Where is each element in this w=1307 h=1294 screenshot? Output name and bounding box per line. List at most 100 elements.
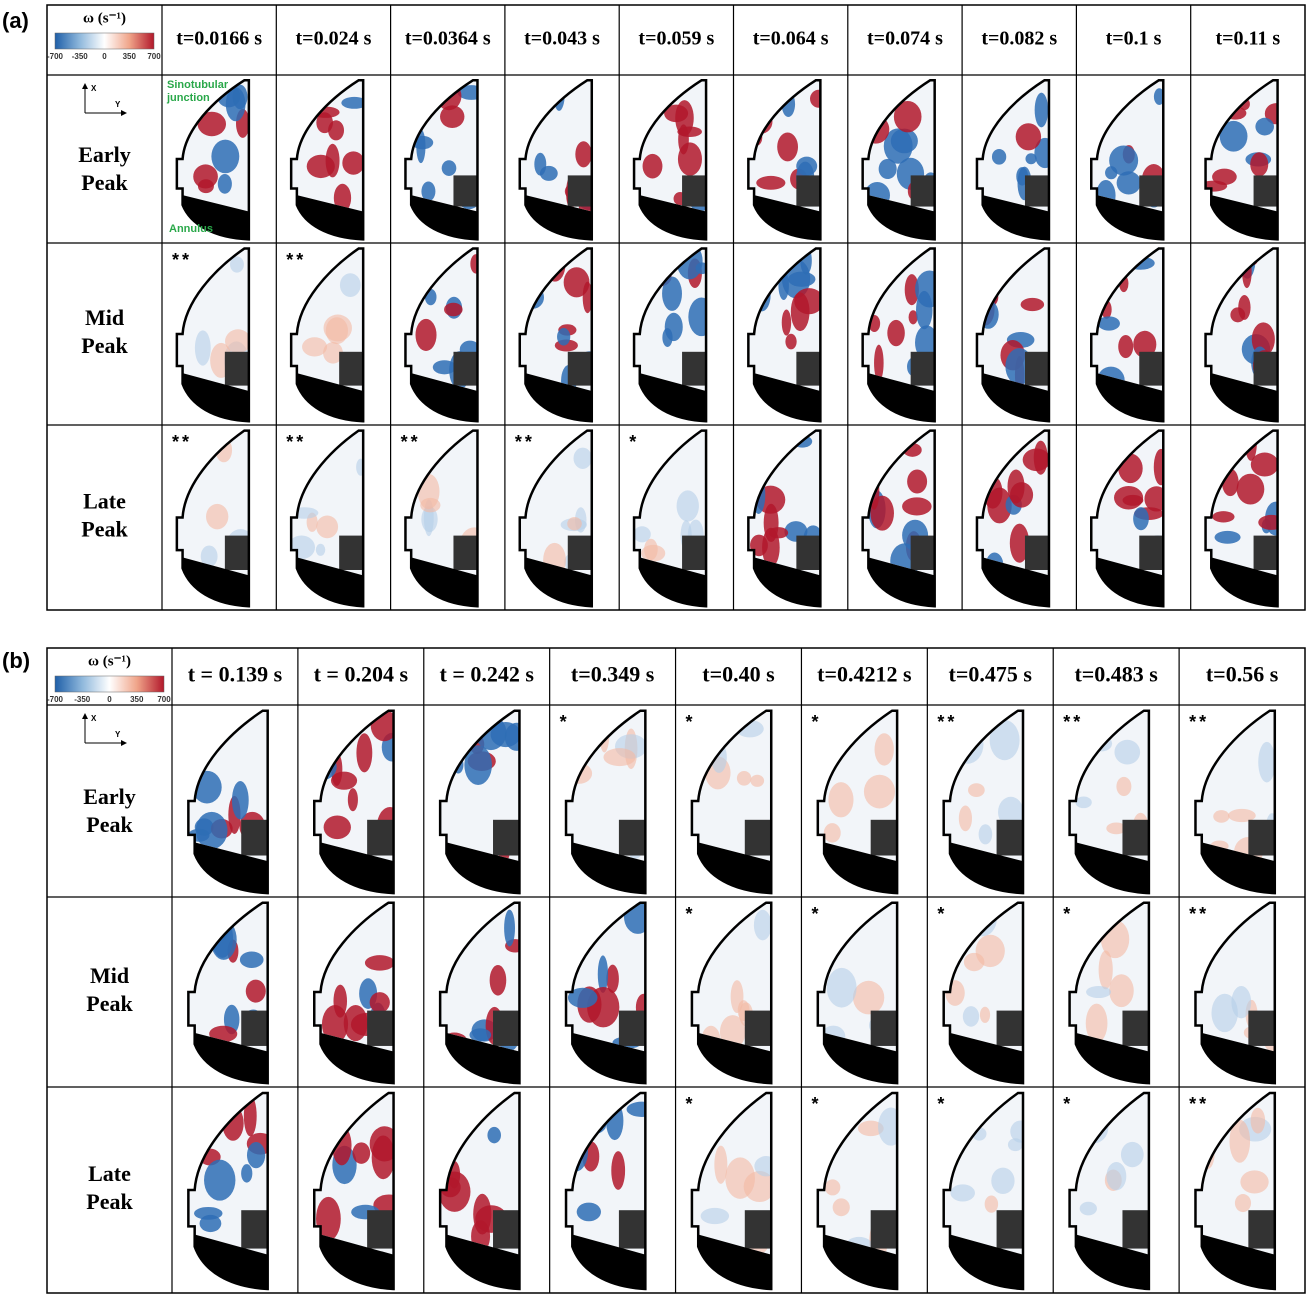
vortex bbox=[1114, 740, 1140, 765]
colorbar-title: ω (s⁻¹) bbox=[83, 10, 126, 26]
colorbar-tick-label: -350 bbox=[72, 52, 89, 61]
vortex bbox=[1250, 152, 1268, 176]
significance-mark: ** bbox=[172, 432, 192, 452]
significance-mark: ** bbox=[515, 432, 535, 452]
vortex bbox=[878, 1108, 904, 1146]
vortex bbox=[822, 727, 836, 745]
vortex bbox=[754, 910, 772, 941]
colorbar-tick-label: 700 bbox=[157, 695, 171, 704]
vortex bbox=[444, 303, 463, 317]
annotation: Sinotubular bbox=[167, 79, 229, 91]
significance-mark: * bbox=[1063, 904, 1073, 924]
figure: (a)ω (s⁻¹)-700-3500350700XYt=0.0166 st=0… bbox=[0, 0, 1307, 1294]
vortex bbox=[246, 980, 266, 1003]
vortex bbox=[1258, 742, 1275, 783]
valve-leaflet bbox=[1254, 352, 1278, 386]
valve-leaflet bbox=[682, 352, 706, 386]
flow-map bbox=[927, 707, 1023, 893]
vortex bbox=[1237, 474, 1265, 505]
flow-map bbox=[276, 245, 363, 421]
vortex bbox=[1238, 295, 1250, 320]
vortex bbox=[326, 144, 340, 178]
vortex bbox=[439, 1172, 471, 1212]
vortex bbox=[424, 85, 438, 97]
row-label: Peak bbox=[81, 170, 128, 195]
flow-map bbox=[734, 77, 828, 239]
flow-map bbox=[676, 899, 772, 1083]
valve-leaflet bbox=[1122, 1210, 1148, 1248]
axis-label-x: X bbox=[91, 714, 97, 723]
colorbar-tick-label: -350 bbox=[74, 695, 91, 704]
row-label: Early bbox=[78, 142, 131, 167]
vortex bbox=[990, 720, 1020, 760]
flow-map bbox=[391, 77, 486, 239]
annotation: junction bbox=[166, 92, 210, 104]
vortex bbox=[504, 910, 515, 947]
significance-mark: ** bbox=[1189, 904, 1209, 924]
vortex bbox=[1245, 425, 1257, 461]
valve-leaflet bbox=[1122, 820, 1148, 856]
valve-leaflet bbox=[1025, 352, 1049, 386]
vortex bbox=[1108, 90, 1118, 102]
vortex bbox=[750, 535, 768, 557]
significance-mark: ** bbox=[286, 432, 306, 452]
annotation: Annulus bbox=[169, 223, 213, 235]
vortex bbox=[218, 174, 232, 194]
vortex bbox=[1118, 454, 1142, 483]
vortex bbox=[1235, 1194, 1251, 1212]
vortex bbox=[754, 1156, 778, 1176]
significance-mark: ** bbox=[1063, 712, 1083, 732]
flow-map bbox=[298, 1089, 404, 1289]
column-header: t=0.1 s bbox=[1106, 28, 1162, 50]
valve-leaflet bbox=[871, 1210, 897, 1248]
vortex bbox=[567, 517, 582, 530]
significance-mark: ** bbox=[937, 712, 957, 732]
vortex bbox=[796, 157, 817, 176]
vortex bbox=[611, 1151, 625, 1190]
valve-leaflet bbox=[619, 820, 645, 856]
valve-leaflet bbox=[1139, 536, 1163, 570]
flow-map bbox=[962, 77, 1056, 239]
vortex bbox=[1109, 146, 1138, 176]
valve-leaflet bbox=[367, 1210, 393, 1248]
flow-map bbox=[172, 899, 268, 1083]
flow-map bbox=[1179, 1089, 1275, 1289]
vortex bbox=[697, 712, 720, 741]
vortex bbox=[959, 806, 972, 832]
valve-leaflet bbox=[241, 820, 267, 856]
vortex bbox=[1097, 279, 1110, 300]
row-label: Late bbox=[88, 1161, 131, 1186]
vortex bbox=[356, 733, 372, 772]
significance-mark: * bbox=[811, 904, 821, 924]
vortex bbox=[425, 289, 437, 305]
vortex bbox=[1106, 1162, 1126, 1190]
vortex bbox=[1213, 810, 1229, 823]
significance-mark: ** bbox=[1189, 1094, 1209, 1114]
colorbar bbox=[55, 33, 154, 49]
vortex bbox=[414, 255, 433, 276]
vortex bbox=[907, 469, 927, 493]
vortex bbox=[1075, 797, 1091, 809]
flow-map bbox=[162, 245, 252, 421]
flow-map bbox=[391, 245, 482, 421]
valve-leaflet bbox=[453, 175, 477, 206]
vortex bbox=[677, 243, 703, 280]
vortex bbox=[342, 151, 364, 174]
vortex bbox=[328, 120, 344, 140]
valve-leaflet bbox=[241, 1210, 267, 1248]
vortex bbox=[985, 98, 1007, 108]
vortex bbox=[1215, 531, 1241, 544]
flow-map bbox=[1191, 77, 1287, 239]
valve-leaflet bbox=[911, 175, 935, 206]
vortex bbox=[575, 141, 591, 167]
flow-map bbox=[619, 427, 706, 606]
column-header: t=0.059 s bbox=[638, 28, 714, 50]
vortex bbox=[473, 1194, 491, 1235]
column-header: t=0.043 s bbox=[524, 28, 600, 50]
significance-mark: ** bbox=[1189, 712, 1209, 732]
vortex bbox=[1025, 153, 1036, 164]
vortex bbox=[1080, 1202, 1097, 1216]
flow-map bbox=[505, 77, 603, 239]
flow-map bbox=[550, 707, 647, 893]
vortex bbox=[370, 1126, 400, 1161]
